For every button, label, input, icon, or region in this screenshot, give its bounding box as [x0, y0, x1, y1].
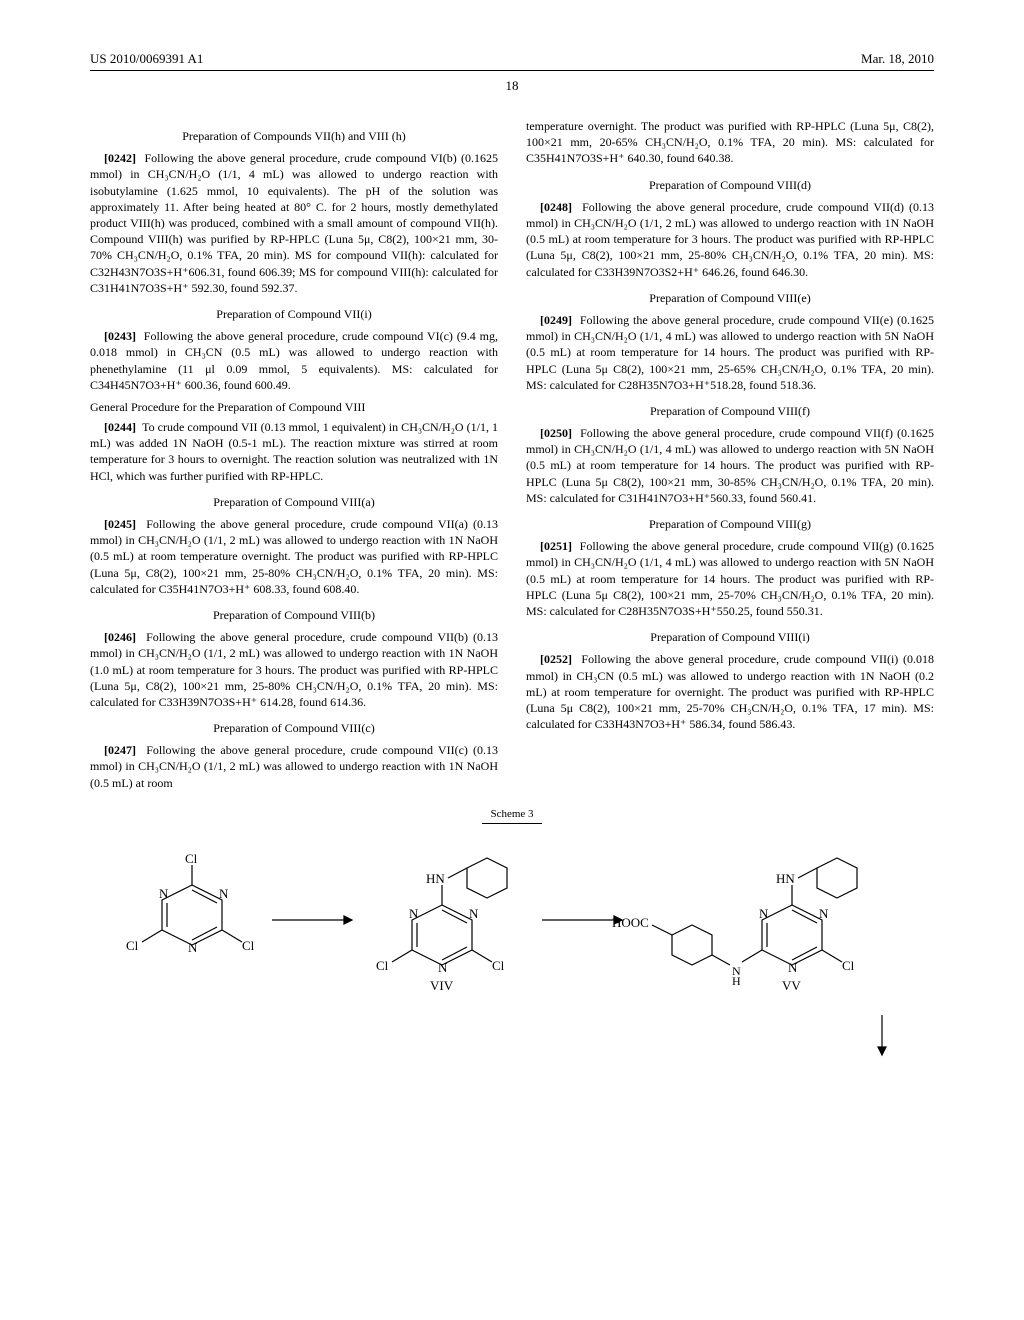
- right-column: temperature overnight. The product was p…: [526, 118, 934, 797]
- para: [0242] Following the above general proce…: [90, 150, 498, 296]
- svg-text:Cl: Cl: [185, 851, 198, 866]
- patent-number: US 2010/0069391 A1: [90, 50, 203, 68]
- molecule-3: N N N Cl HN N H: [612, 858, 857, 993]
- svg-text:Cl: Cl: [242, 938, 255, 953]
- para: [0246] Following the above general proce…: [90, 629, 498, 710]
- para-num: [0242]: [104, 151, 136, 165]
- para-text: Following the above general procedure, c…: [526, 426, 934, 505]
- svg-text:N: N: [188, 940, 198, 955]
- para: [0248] Following the above general proce…: [526, 199, 934, 280]
- svg-text:VV: VV: [782, 978, 801, 993]
- para: [0243] Following the above general proce…: [90, 328, 498, 393]
- section-title: Preparation of Compounds VII(h) and VIII…: [90, 128, 498, 144]
- section-title: Preparation of Compound VIII(c): [90, 720, 498, 736]
- svg-text:VIV: VIV: [430, 978, 454, 993]
- page-number: 18: [90, 77, 934, 95]
- svg-text:H: H: [732, 974, 741, 988]
- reaction-arrow-1: [272, 916, 352, 924]
- svg-text:N: N: [159, 886, 169, 901]
- section-title: Preparation of Compound VII(i): [90, 306, 498, 322]
- section-title: Preparation of Compound VIII(b): [90, 607, 498, 623]
- para: [0244] To crude compound VII (0.13 mmol,…: [90, 419, 498, 484]
- patent-page: US 2010/0069391 A1 Mar. 18, 2010 18 Prep…: [0, 0, 1024, 1320]
- para-num: [0247]: [104, 743, 136, 757]
- molecule-1: N N N Cl Cl Cl: [126, 851, 255, 955]
- svg-text:Cl: Cl: [842, 958, 855, 973]
- section-title: Preparation of Compound VIII(d): [526, 177, 934, 193]
- svg-text:N: N: [469, 906, 479, 921]
- section-title: Preparation of Compound VIII(e): [526, 290, 934, 306]
- svg-text:Cl: Cl: [376, 958, 389, 973]
- para: [0249] Following the above general proce…: [526, 312, 934, 393]
- svg-text:N: N: [788, 960, 798, 975]
- svg-text:N: N: [409, 906, 419, 921]
- svg-text:Cl: Cl: [492, 958, 505, 973]
- section-title: Preparation of Compound VIII(g): [526, 516, 934, 532]
- two-column-body: Preparation of Compounds VII(h) and VIII…: [90, 118, 934, 797]
- para-text: Following the above general procedure, c…: [526, 313, 934, 392]
- para-num: [0245]: [104, 517, 136, 531]
- svg-text:N: N: [219, 886, 229, 901]
- para-text: Following the above general procedure, c…: [90, 743, 498, 789]
- para-text: Following the above general procedure, c…: [90, 151, 498, 295]
- page-header: US 2010/0069391 A1 Mar. 18, 2010: [90, 50, 934, 71]
- scheme-label: Scheme 3: [482, 807, 542, 824]
- para-text: Following the above general procedure, c…: [90, 517, 498, 596]
- para-text: Following the above general procedure, c…: [90, 630, 498, 709]
- para-num: [0249]: [540, 313, 572, 327]
- section-title: Preparation of Compound VIII(f): [526, 403, 934, 419]
- section-title: Preparation of Compound VIII(i): [526, 629, 934, 645]
- section-title: Preparation of Compound VIII(a): [90, 494, 498, 510]
- para-text: Following the above general procedure, c…: [526, 539, 934, 618]
- para-num: [0250]: [540, 426, 572, 440]
- subsection-title: General Procedure for the Preparation of…: [90, 399, 498, 415]
- svg-text:HN: HN: [776, 871, 795, 886]
- para: [0247] Following the above general proce…: [90, 742, 498, 791]
- scheme-3: Scheme 3 N N N Cl: [90, 807, 934, 1065]
- patent-date: Mar. 18, 2010: [861, 50, 934, 68]
- para: [0252] Following the above general proce…: [526, 651, 934, 732]
- para-text: Following the above general procedure, c…: [526, 652, 934, 731]
- svg-text:HOOC: HOOC: [612, 915, 649, 930]
- svg-text:N: N: [819, 906, 829, 921]
- reaction-arrow-down: [878, 1015, 886, 1055]
- svg-text:Cl: Cl: [126, 938, 139, 953]
- svg-text:HN: HN: [426, 871, 445, 886]
- svg-text:N: N: [438, 960, 448, 975]
- para-num: [0248]: [540, 200, 572, 214]
- para-num: [0246]: [104, 630, 136, 644]
- para-text: Following the above general procedure, c…: [526, 200, 934, 279]
- para-text: Following the above general procedure, c…: [90, 329, 498, 392]
- para-num: [0244]: [104, 420, 136, 434]
- svg-text:N: N: [759, 906, 769, 921]
- left-column: Preparation of Compounds VII(h) and VIII…: [90, 118, 498, 797]
- para: [0251] Following the above general proce…: [526, 538, 934, 619]
- para-num: [0251]: [540, 539, 572, 553]
- molecule-2: N N N Cl Cl HN VIV: [376, 858, 507, 993]
- para-text: To crude compound VII (0.13 mmol, 1 equi…: [90, 420, 498, 483]
- scheme-svg: N N N Cl Cl Cl: [92, 830, 932, 1065]
- para: [0245] Following the above general proce…: [90, 516, 498, 597]
- para-num: [0252]: [540, 652, 572, 666]
- reaction-arrow-2: [542, 916, 622, 924]
- para-continuation: temperature overnight. The product was p…: [526, 118, 934, 167]
- para: [0250] Following the above general proce…: [526, 425, 934, 506]
- para-num: [0243]: [104, 329, 136, 343]
